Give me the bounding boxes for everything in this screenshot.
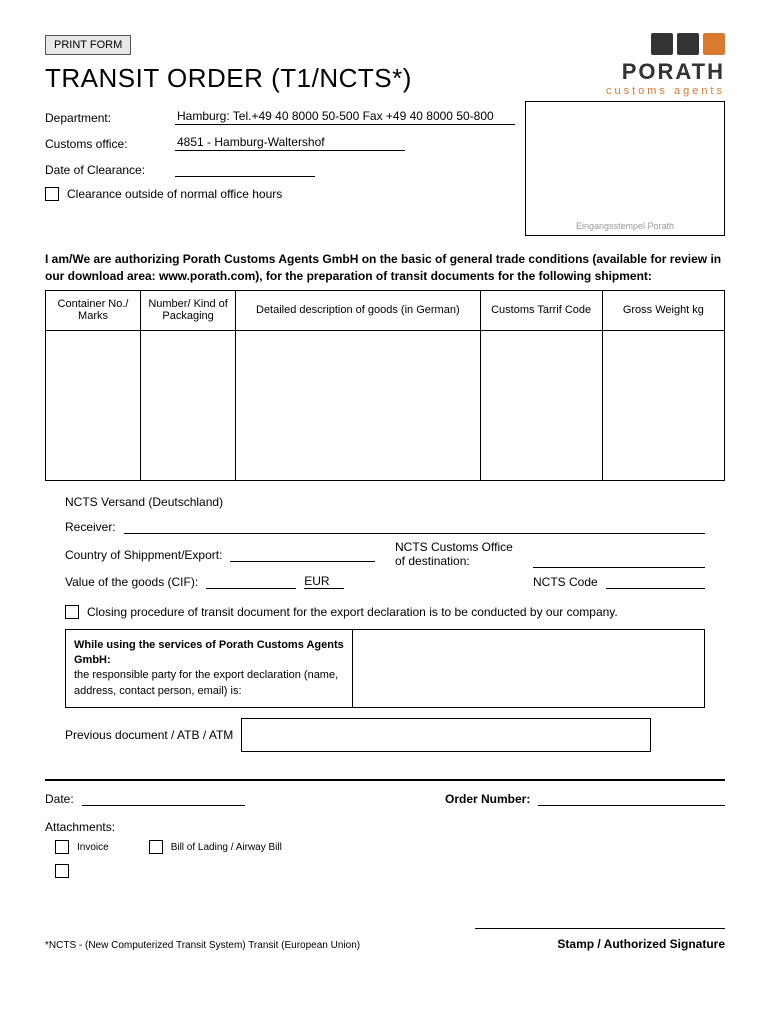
logo: PORATH customs agents bbox=[606, 33, 725, 97]
currency-field: EUR bbox=[304, 574, 344, 589]
cell-packaging[interactable] bbox=[141, 330, 236, 480]
ncts-office-field[interactable] bbox=[533, 553, 705, 568]
ncts-office-label: NCTS Customs Office of destination: bbox=[395, 540, 525, 568]
cell-tariff[interactable] bbox=[480, 330, 602, 480]
customs-office-field[interactable]: 4851 - Hamburg-Waltershof bbox=[175, 135, 405, 151]
divider bbox=[45, 779, 725, 781]
col-description: Detailed description of goods (in German… bbox=[236, 290, 480, 330]
col-tariff: Customs Tarrif Code bbox=[480, 290, 602, 330]
clearance-date-label: Date of Clearance: bbox=[45, 163, 175, 177]
closing-procedure-checkbox[interactable] bbox=[65, 605, 79, 619]
col-packaging: Number/ Kind of Packaging bbox=[141, 290, 236, 330]
bol-checkbox[interactable] bbox=[149, 840, 163, 854]
bol-label: Bill of Lading / Airway Bill bbox=[171, 842, 282, 853]
order-number-label: Order Number: bbox=[445, 792, 530, 806]
col-weight: Gross Weight kg bbox=[602, 290, 724, 330]
ncts-versand-label: NCTS Versand (Deutschland) bbox=[65, 495, 705, 509]
signature-line bbox=[475, 928, 725, 929]
responsible-heading: While using the services of Porath Custo… bbox=[74, 639, 344, 666]
clearance-date-field[interactable] bbox=[175, 161, 315, 177]
authorization-text: I am/We are authorizing Porath Customs A… bbox=[45, 251, 725, 285]
footnote: *NCTS - (New Computerized Transit System… bbox=[45, 940, 360, 951]
value-goods-field[interactable] bbox=[206, 574, 296, 589]
value-goods-label: Value of the goods (CIF): bbox=[65, 575, 198, 589]
responsible-body: the responsible party for the export dec… bbox=[74, 669, 338, 696]
receiver-field[interactable] bbox=[124, 519, 705, 534]
responsible-party-box: While using the services of Porath Custo… bbox=[65, 629, 705, 709]
order-number-field[interactable] bbox=[538, 791, 725, 806]
customs-office-label: Customs office: bbox=[45, 137, 175, 151]
invoice-label: Invoice bbox=[77, 842, 109, 853]
receiver-label: Receiver: bbox=[65, 520, 116, 534]
date-field[interactable] bbox=[82, 791, 245, 806]
prev-doc-label: Previous document / ATB / ATM bbox=[65, 718, 241, 752]
attachments-heading: Attachments: bbox=[45, 820, 725, 834]
logo-name: PORATH bbox=[606, 59, 725, 85]
country-label: Country of Shippment/Export: bbox=[65, 548, 222, 562]
invoice-checkbox[interactable] bbox=[55, 840, 69, 854]
stamp-box: Eingangsstempel Porath bbox=[525, 101, 725, 236]
department-field[interactable]: Hamburg: Tel.+49 40 8000 50-500 Fax +49 … bbox=[175, 109, 515, 125]
logo-tagline: customs agents bbox=[606, 85, 725, 97]
department-label: Department: bbox=[45, 111, 175, 125]
goods-table: Container No./ Marks Number/ Kind of Pac… bbox=[45, 290, 725, 481]
prev-doc-field[interactable] bbox=[241, 718, 651, 752]
cell-weight[interactable] bbox=[602, 330, 724, 480]
closing-procedure-label: Closing procedure of transit document fo… bbox=[87, 605, 618, 619]
print-form-button[interactable]: PRINT FORM bbox=[45, 35, 131, 55]
extra-checkbox[interactable] bbox=[55, 864, 69, 878]
page-title: TRANSIT ORDER (T1/NCTS*) bbox=[45, 63, 606, 94]
ncts-code-field[interactable] bbox=[606, 574, 705, 589]
country-field[interactable] bbox=[230, 547, 375, 562]
cell-container[interactable] bbox=[46, 330, 141, 480]
cell-description[interactable] bbox=[236, 330, 480, 480]
date-label: Date: bbox=[45, 792, 74, 806]
ncts-code-label: NCTS Code bbox=[533, 575, 598, 589]
clearance-outside-label: Clearance outside of normal office hours bbox=[67, 187, 282, 201]
col-container: Container No./ Marks bbox=[46, 290, 141, 330]
responsible-field[interactable] bbox=[353, 630, 704, 708]
stamp-caption: Eingangsstempel Porath bbox=[526, 221, 724, 231]
signature-label: Stamp / Authorized Signature bbox=[557, 937, 725, 951]
clearance-outside-checkbox[interactable] bbox=[45, 187, 59, 201]
